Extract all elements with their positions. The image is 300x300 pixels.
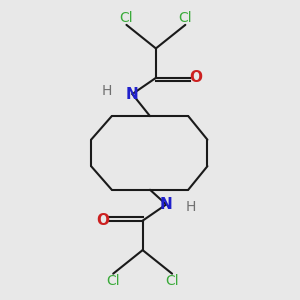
Text: Cl: Cl xyxy=(178,11,192,25)
Text: O: O xyxy=(190,70,203,86)
Text: N: N xyxy=(126,87,139,102)
Text: H: H xyxy=(102,84,112,98)
Text: Cl: Cl xyxy=(165,274,179,288)
Text: Cl: Cl xyxy=(106,274,120,288)
Text: N: N xyxy=(160,197,172,212)
Text: O: O xyxy=(96,213,109,228)
Text: Cl: Cl xyxy=(120,11,133,25)
Text: H: H xyxy=(186,200,196,214)
